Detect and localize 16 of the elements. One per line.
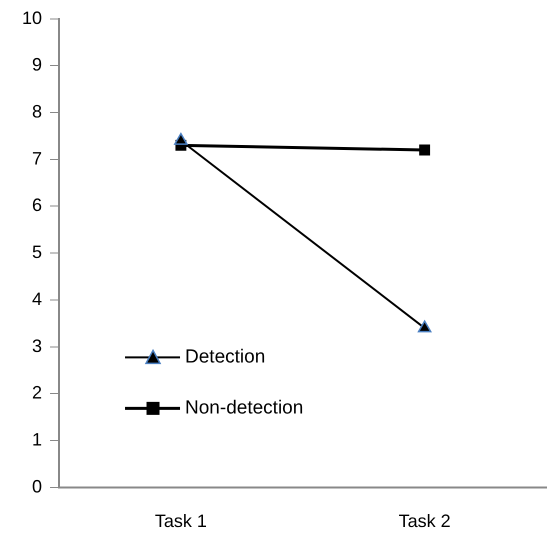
x-tick-label: Task 2 [398,511,451,532]
x-tick-label: Task 1 [154,511,207,532]
point [419,144,430,156]
y-tick-label: 7 [32,148,42,168]
y-tick-label: 9 [32,54,42,75]
y-tick-label: 10 [22,8,42,28]
y-tick-label: 6 [32,195,42,216]
legend-label: Detection [185,346,266,368]
y-tick-label: 8 [32,101,42,122]
legend-label: Non-detection [185,398,304,419]
y-tick-label: 1 [32,430,42,450]
y-tick-label: 3 [32,336,42,356]
y-tick-label: 2 [32,382,42,403]
y-tick-label: 0 [32,476,42,496]
y-tick-label: 5 [32,242,42,262]
y-tick-label: 4 [32,288,42,309]
